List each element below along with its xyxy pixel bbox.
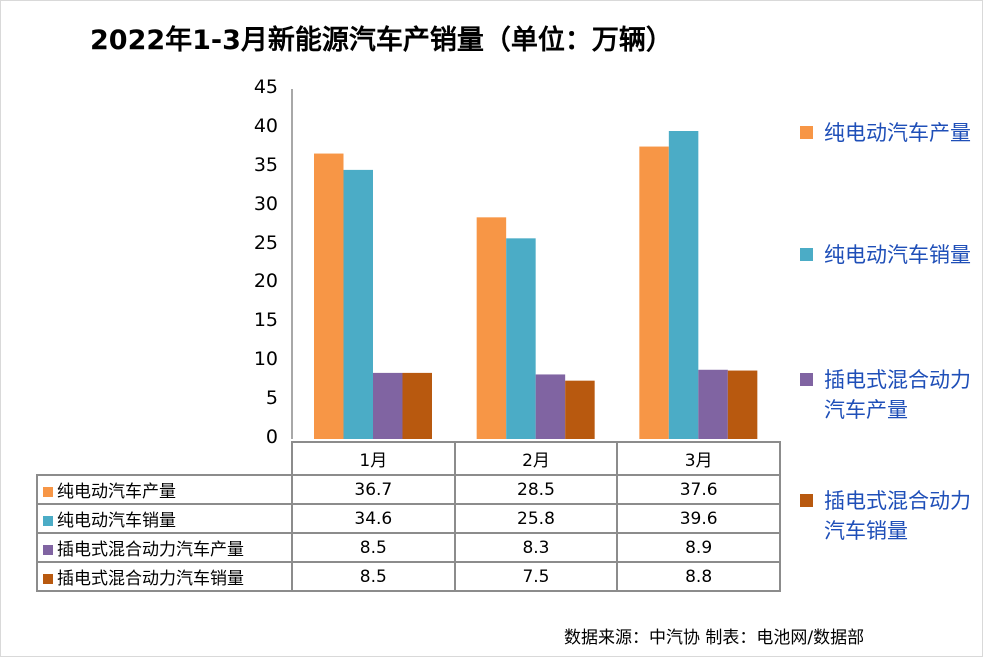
y-tick-label: 35 xyxy=(253,153,278,176)
legend-key xyxy=(43,574,53,584)
y-tick-label: 40 xyxy=(253,114,278,137)
legend-label: 纯电动汽车产量 xyxy=(824,121,971,145)
table-row: 插电式混合动力汽车产量 8.5 8.3 8.9 xyxy=(36,532,781,563)
y-tick-label: 5 xyxy=(265,387,278,410)
legend-item: 纯电动汽车产量 xyxy=(800,118,975,148)
y-tick-label: 0 xyxy=(265,426,278,448)
row-label: 插电式混合动力汽车产量 xyxy=(36,532,293,563)
bar-3-2 xyxy=(535,374,566,439)
y-tick-label: 30 xyxy=(253,192,278,215)
bar-3-1 xyxy=(373,372,403,439)
y-tick-label: 10 xyxy=(253,348,278,371)
legend-label: 插电式混合动力汽车产量 xyxy=(824,368,971,422)
table-row: 纯电动汽车销量 34.6 25.8 39.6 xyxy=(36,503,781,534)
legend-label: 纯电动汽车销量 xyxy=(824,243,971,267)
data-cell: 8.8 xyxy=(616,561,781,592)
bar-3-3 xyxy=(698,369,728,439)
legend-key xyxy=(43,545,53,555)
data-cell: 25.8 xyxy=(453,503,619,534)
row-label-text: 纯电动汽车产量 xyxy=(57,482,176,502)
bar-4-1 xyxy=(402,372,432,439)
row-label: 纯电动汽车产量 xyxy=(36,474,293,505)
bar-2-3 xyxy=(668,131,699,439)
legend-swatch xyxy=(800,494,813,507)
row-label: 纯电动汽车销量 xyxy=(36,503,293,534)
y-tick-label: 45 xyxy=(253,76,278,98)
data-cell: 34.6 xyxy=(291,503,456,534)
row-label-text: 纯电动汽车销量 xyxy=(57,511,176,531)
source-note: 数据来源：中汽协 制表：电池网/数据部 xyxy=(564,628,865,648)
legend-item: 插电式混合动力汽车销量 xyxy=(800,486,975,546)
bar-2-2 xyxy=(506,238,536,439)
data-cell: 8.9 xyxy=(616,532,781,563)
legend-swatch xyxy=(800,248,813,261)
row-label-text: 插电式混合动力汽车产量 xyxy=(57,540,244,560)
legend-label: 插电式混合动力汽车销量 xyxy=(824,489,971,543)
data-cell: 8.3 xyxy=(453,532,619,563)
data-cell: 8.5 xyxy=(291,561,456,592)
bar-1-1 xyxy=(314,153,344,440)
category-label: 2月 xyxy=(453,441,619,476)
row-label-text: 插电式混合动力汽车销量 xyxy=(57,569,244,589)
y-tick-label: 20 xyxy=(253,270,278,293)
bar-1-2 xyxy=(476,217,507,439)
legend-key xyxy=(43,487,53,497)
data-cell: 36.7 xyxy=(291,474,456,505)
y-tick-label: 25 xyxy=(253,231,278,254)
legend-key xyxy=(43,516,53,526)
data-cell: 7.5 xyxy=(453,561,619,592)
bar-4-2 xyxy=(565,380,595,439)
bar-1-3 xyxy=(639,146,669,440)
data-table: 纯电动汽车产量 36.7 28.5 37.6 纯电动汽车销量 34.6 25.8 39.6 插电… xyxy=(36,474,781,592)
data-table-header: 1月 2月 3月 xyxy=(291,441,781,476)
legend-swatch xyxy=(800,126,813,139)
table-row: 纯电动汽车产量 36.7 28.5 37.6 xyxy=(36,474,781,505)
data-cell: 8.5 xyxy=(291,532,456,563)
category-label: 3月 xyxy=(616,441,781,476)
legend-item: 纯电动汽车销量 xyxy=(800,240,975,270)
data-cell: 37.6 xyxy=(616,474,781,505)
bar-4-3 xyxy=(727,370,758,439)
legend-swatch xyxy=(800,373,813,386)
legend-item: 插电式混合动力汽车产量 xyxy=(800,365,975,425)
bar-2-1 xyxy=(343,169,373,439)
table-row: 插电式混合动力汽车销量 8.5 7.5 8.8 xyxy=(36,561,781,592)
chart-title: 2022年1-3月新能源汽车产销量（单位：万辆） xyxy=(90,25,673,56)
category-label: 1月 xyxy=(291,441,456,476)
row-label: 插电式混合动力汽车销量 xyxy=(36,561,293,592)
y-tick-label: 15 xyxy=(253,309,278,332)
data-cell: 28.5 xyxy=(453,474,619,505)
data-cell: 39.6 xyxy=(616,503,781,534)
